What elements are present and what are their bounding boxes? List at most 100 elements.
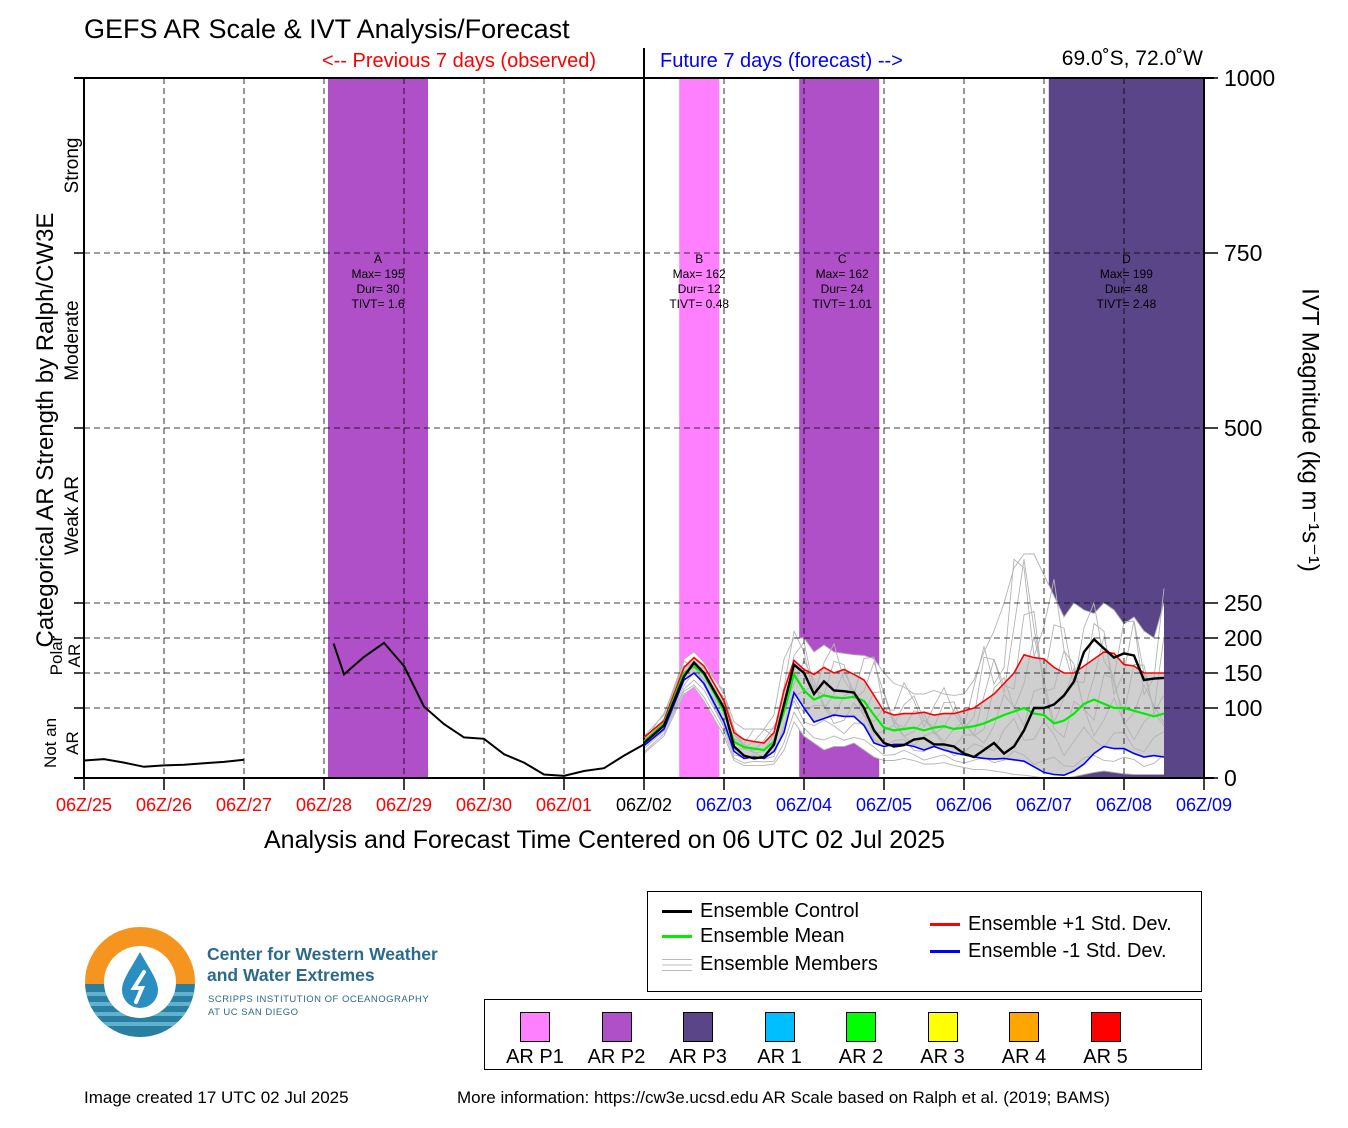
x-tick-label: 06Z/05 <box>856 795 912 815</box>
logo-title-line1: Center for Western Weather <box>207 944 438 964</box>
mean-swatch <box>662 935 692 938</box>
ar-event-annotation: TIVT= 1.01 <box>812 297 872 311</box>
control-swatch <box>662 910 692 913</box>
observed-control-line <box>83 758 245 768</box>
ensemble-member-line <box>643 553 1165 737</box>
plus-std-line <box>643 651 1164 744</box>
ar-category-swatch <box>927 1012 958 1042</box>
ar-category-swatch <box>601 1012 632 1042</box>
category-label: Moderate <box>62 300 83 380</box>
ar-event-annotation: TIVT= 2.48 <box>1097 297 1157 311</box>
legend-control: Ensemble Control <box>662 900 859 923</box>
legend-plus: Ensemble +1 Std. Dev. <box>930 913 1172 936</box>
plus-swatch <box>930 923 960 926</box>
ar-event-annotation: Max= 162 <box>816 267 869 281</box>
image-created-note: Image created 17 UTC 02 Jul 2025 <box>84 1088 349 1107</box>
legend-members-label: Ensemble Members <box>700 953 878 975</box>
x-tick-label: 06Z/29 <box>376 795 432 815</box>
line-legend: Ensemble Control Ensemble Mean Ensemble … <box>647 891 1202 992</box>
ar-category-swatch <box>764 1012 795 1042</box>
category-label: Polar <box>47 635 66 675</box>
ar-category-item: AR 2 <box>821 1012 901 1069</box>
x-tick-label: 06Z/07 <box>1016 795 1072 815</box>
ar-category-label: AR P3 <box>669 1046 727 1068</box>
location-label: 69.0˚S, 72.0˚W <box>1061 47 1203 70</box>
ar-category-item: AR P1 <box>495 1012 575 1069</box>
y-tick-label: 500 <box>1224 415 1262 441</box>
ar-category-item: AR P3 <box>658 1012 738 1069</box>
ar-category-label: AR P1 <box>506 1046 564 1068</box>
more-information-note: More information: https://cw3e.ucsd.edu … <box>457 1088 1110 1107</box>
ar-category-item: AR P2 <box>577 1012 657 1069</box>
ar-event-annotation: Dur= 30 <box>356 282 399 296</box>
ar-category-label: AR 4 <box>1001 1046 1047 1068</box>
x-tick-label: 06Z/26 <box>136 795 192 815</box>
legend-members: Ensemble Members <box>662 953 878 976</box>
ar-category-swatch <box>520 1012 550 1042</box>
ensemble-mean-line <box>643 664 1165 752</box>
logo-subtitle-line2: AT UC SAN DIEGO <box>208 1007 299 1018</box>
ar-category-swatch <box>683 1012 713 1042</box>
ar-event-annotation: Max= 162 <box>673 267 726 281</box>
ar-category-label: AR P2 <box>587 1046 646 1068</box>
ar-event-annotation: Max= 199 <box>1100 267 1153 281</box>
ar-event-annotation: B <box>695 252 703 266</box>
legend-mean-label: Ensemble Mean <box>700 925 845 947</box>
ar-category-label: AR 1 <box>757 1046 802 1068</box>
left-axis-title: Categorical AR Strength by Ralph/CW3E <box>32 212 59 648</box>
y-tick-label: 750 <box>1224 240 1262 266</box>
category-label: Weak AR <box>62 476 83 555</box>
ar-category-item: AR 1 <box>740 1012 820 1069</box>
x-tick-label: 06Z/09 <box>1176 795 1232 815</box>
category-label: Not an <box>41 718 60 768</box>
category-label: Strong <box>62 138 83 194</box>
ar-category-item: AR 4 <box>984 1012 1064 1069</box>
ar-event-annotation: Dur= 48 <box>1105 282 1148 296</box>
ar-category-item: AR 5 <box>1066 1012 1146 1069</box>
x-tick-label: 06Z/25 <box>56 795 112 815</box>
x-tick-label: 06Z/30 <box>456 795 512 815</box>
category-label: AR <box>65 644 84 668</box>
ar-category-swatch <box>1090 1012 1121 1042</box>
x-tick-label: 06Z/01 <box>536 795 592 815</box>
y-tick-label: 1000 <box>1224 65 1275 91</box>
x-tick-label: 06Z/08 <box>1096 795 1152 815</box>
x-tick-label: 06Z/06 <box>936 795 992 815</box>
ar-category-label: AR 3 <box>920 1046 965 1068</box>
ar-event-annotation: TIVT= 0.48 <box>669 297 729 311</box>
ar-event-annotation: C <box>838 252 847 266</box>
ar-category-swatch <box>846 1012 876 1042</box>
ar-category-swatch <box>1009 1012 1039 1042</box>
logo-title-line2: and Water Extremes <box>207 965 375 985</box>
ensemble-member-line <box>643 671 1165 758</box>
previous-days-label: <-- Previous 7 days (observed) <box>322 50 597 72</box>
x-axis-title: Analysis and Forecast Time Centered on 0… <box>264 826 945 854</box>
ensemble-member-line <box>643 684 1165 768</box>
observed-control-line <box>332 641 645 777</box>
category-label: AR <box>63 731 82 755</box>
y-tick-label: 250 <box>1224 590 1262 616</box>
ensemble-member-line <box>643 679 1165 760</box>
ar-event-annotation: A <box>374 252 382 266</box>
right-axis-title: IVT Magnitude (kg m⁻¹s⁻¹) <box>1296 288 1324 572</box>
ensemble-member-line <box>643 686 1164 779</box>
ar-event-annotation: D <box>1122 252 1131 266</box>
future-days-label: Future 7 days (forecast) --> <box>660 50 903 72</box>
ar-category-legend: AR P1 AR P2 AR P3 AR 1 AR 2 AR 3 AR 4 AR 5 <box>484 999 1202 1070</box>
legend-mean: Ensemble Mean <box>662 925 845 948</box>
y-tick-label: 0 <box>1224 765 1237 791</box>
cw3e-logo-icon <box>85 927 195 1037</box>
forecast-control-line <box>643 637 1165 760</box>
ar-event-annotation: TIVT= 1.6 <box>351 297 404 311</box>
x-tick-label: 06Z/04 <box>776 795 832 815</box>
legend-minus-label: Ensemble -1 Std. Dev. <box>968 940 1167 962</box>
y-tick-label: 200 <box>1224 625 1262 651</box>
x-tick-label: 06Z/27 <box>216 795 272 815</box>
ar-event-annotation: Dur= 24 <box>821 282 864 296</box>
y-tick-label: 150 <box>1224 660 1262 686</box>
minus-swatch <box>930 950 960 953</box>
y-tick-label: 100 <box>1224 695 1262 721</box>
x-tick-label: 06Z/02 <box>616 795 672 815</box>
chart-title: GEFS AR Scale & IVT Analysis/Forecast <box>84 14 570 44</box>
